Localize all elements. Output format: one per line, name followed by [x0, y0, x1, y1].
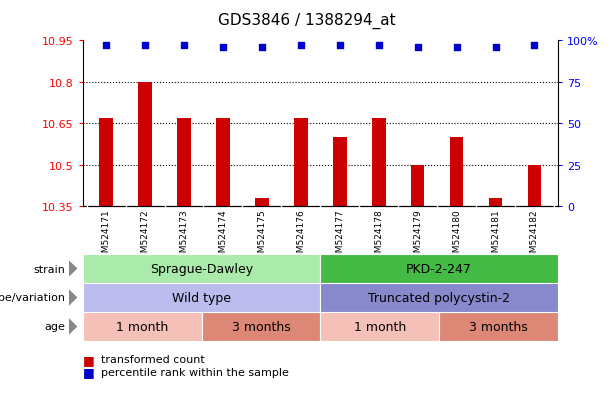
Bar	[439, 313, 558, 341]
Text: Truncated polycystin-2: Truncated polycystin-2	[368, 291, 510, 304]
Point	[335, 43, 345, 50]
Point	[101, 43, 111, 50]
Bar	[411, 165, 424, 206]
Point	[490, 45, 500, 51]
Bar	[255, 198, 268, 206]
Text: Wild type: Wild type	[172, 291, 231, 304]
Text: GSM524181: GSM524181	[491, 209, 500, 263]
Text: GSM524178: GSM524178	[374, 209, 383, 263]
Point	[296, 43, 306, 50]
Text: GSM524175: GSM524175	[257, 209, 267, 263]
Text: genotype/variation: genotype/variation	[0, 293, 66, 303]
Text: Sprague-Dawley: Sprague-Dawley	[150, 262, 253, 275]
Bar	[450, 138, 463, 206]
Bar	[177, 119, 191, 206]
Bar	[83, 284, 321, 312]
Point	[530, 43, 539, 50]
Bar	[99, 119, 113, 206]
Point	[140, 43, 150, 50]
Bar	[202, 313, 321, 341]
Bar	[139, 83, 152, 206]
Text: GSM524177: GSM524177	[335, 209, 345, 263]
Text: percentile rank within the sample: percentile rank within the sample	[101, 367, 289, 377]
Point	[257, 45, 267, 51]
Bar	[83, 313, 202, 341]
Bar	[372, 119, 386, 206]
Text: GSM524173: GSM524173	[180, 209, 189, 263]
Text: GSM524174: GSM524174	[218, 209, 227, 263]
Text: GSM524172: GSM524172	[140, 209, 150, 263]
Text: GSM524176: GSM524176	[296, 209, 305, 263]
Bar	[294, 119, 308, 206]
Bar	[321, 255, 558, 283]
Point	[179, 43, 189, 50]
Text: transformed count: transformed count	[101, 354, 205, 364]
Text: GDS3846 / 1388294_at: GDS3846 / 1388294_at	[218, 12, 395, 28]
Text: 3 months: 3 months	[469, 320, 528, 333]
Point	[374, 43, 384, 50]
Text: strain: strain	[34, 264, 66, 274]
Text: GSM524182: GSM524182	[530, 209, 539, 263]
Text: ■: ■	[83, 365, 94, 378]
Bar	[489, 198, 502, 206]
Bar	[321, 284, 558, 312]
Polygon shape	[69, 318, 77, 335]
Text: GSM524179: GSM524179	[413, 209, 422, 263]
Text: 1 month: 1 month	[116, 320, 168, 333]
Point	[413, 45, 422, 51]
Text: PKD-2-247: PKD-2-247	[406, 262, 472, 275]
Bar	[83, 255, 321, 283]
Polygon shape	[69, 261, 77, 277]
Text: GSM524171: GSM524171	[102, 209, 110, 263]
Text: age: age	[45, 322, 66, 332]
Text: ■: ■	[83, 353, 94, 366]
Bar	[216, 119, 230, 206]
Bar	[528, 165, 541, 206]
Text: 3 months: 3 months	[232, 320, 291, 333]
Point	[218, 45, 228, 51]
Text: GSM524180: GSM524180	[452, 209, 461, 263]
Text: 1 month: 1 month	[354, 320, 406, 333]
Bar	[333, 138, 346, 206]
Polygon shape	[69, 290, 77, 306]
Point	[452, 45, 462, 51]
Bar	[321, 313, 439, 341]
